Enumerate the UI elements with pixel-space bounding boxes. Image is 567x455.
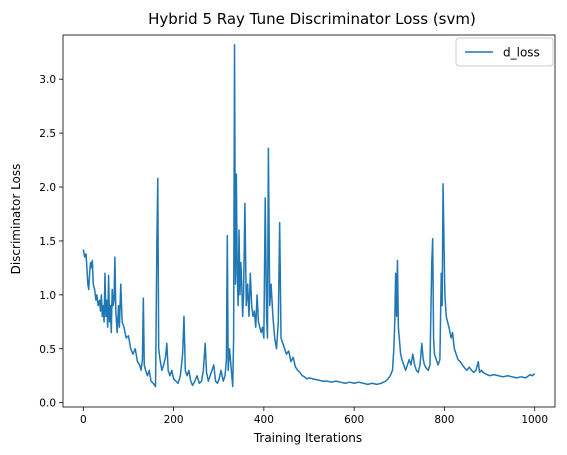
x-tick-label: 400	[254, 414, 274, 426]
legend: d_loss	[455, 37, 554, 67]
y-tick-label: 3.0	[39, 74, 56, 86]
x-tick-label: 200	[164, 414, 184, 426]
y-tick-label: 0.0	[39, 398, 56, 410]
x-axis-label: Training Iterations	[253, 431, 362, 445]
plot-area: 0 200 400 600 800 1000 0.0 0.5 1.0 1.5 2.0 2.5 3.0	[39, 34, 556, 426]
series-line-d_loss	[82, 43, 536, 388]
y-tick-label: 0.5	[39, 344, 56, 356]
x-tick-label: 600	[344, 414, 364, 426]
legend-label: d_loss	[503, 46, 540, 60]
x-tick-label: 1000	[521, 414, 548, 426]
y-tick-label: 2.0	[39, 182, 56, 194]
y-tick-label: 2.5	[39, 128, 56, 140]
legend-box	[455, 37, 554, 67]
x-tick-label: 800	[434, 414, 454, 426]
x-tick-label: 0	[80, 414, 87, 426]
chart-title: Hybrid 5 Ray Tune Discriminator Loss (sv…	[148, 10, 476, 28]
y-tick-label: 1.5	[39, 236, 56, 248]
axes-frame	[62, 34, 556, 408]
y-tick-label: 1.0	[39, 290, 56, 302]
y-axis-label: Discriminator Loss	[9, 164, 23, 275]
